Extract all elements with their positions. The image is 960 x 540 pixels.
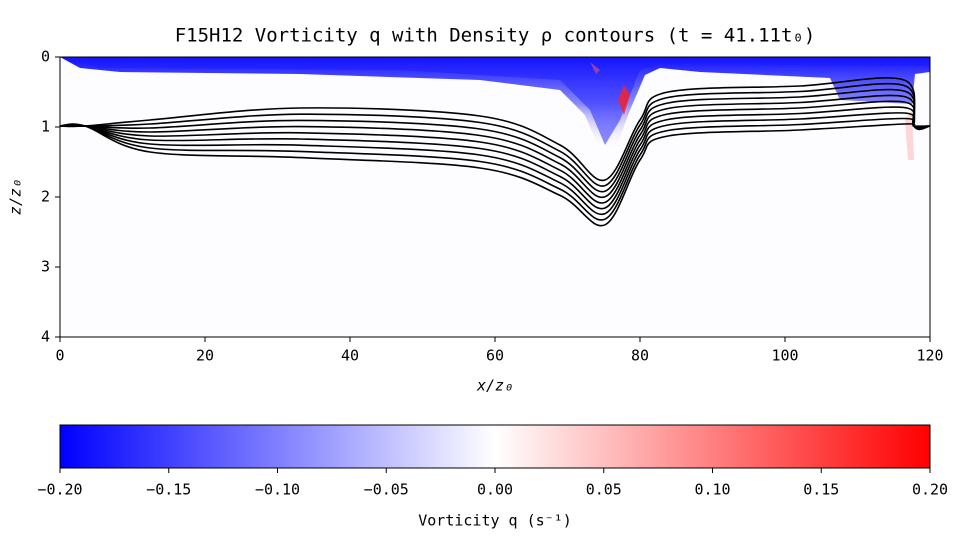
y-tick-label: 3	[41, 258, 50, 276]
y-axis-label: z/z₀	[7, 179, 25, 215]
contour-line	[60, 123, 930, 227]
contour-line	[60, 106, 930, 210]
field	[60, 57, 930, 337]
chart-title: F15H12 Vorticity q with Density ρ contou…	[175, 25, 816, 47]
contour-line	[60, 94, 930, 199]
x-tick-label: 60	[486, 347, 504, 365]
x-tick-label: 0	[55, 347, 64, 365]
colorbar-tick-label: −0.20	[37, 481, 82, 499]
x-tick-label: 40	[341, 347, 359, 365]
x-tick-label: 100	[771, 347, 798, 365]
contour-line	[60, 77, 930, 182]
colorbar-tick-label: 0.20	[912, 481, 948, 499]
y-tick-label: 2	[41, 188, 50, 206]
colorbar-tick-label: 0.15	[803, 481, 839, 499]
colorbar	[59, 424, 931, 469]
contour-line	[60, 117, 930, 221]
colorbar-tick-label: 0.05	[586, 481, 622, 499]
y-tick-label: 0	[41, 48, 50, 66]
contour-line	[60, 112, 930, 216]
colorbar-label: Vorticity q (s⁻¹)	[418, 512, 572, 530]
y-tick-label: 1	[41, 118, 50, 136]
colorbar-tick-label: 0.00	[477, 481, 513, 499]
contour-line	[60, 88, 930, 193]
colorbar-tick-label: −0.05	[364, 481, 409, 499]
colorbar-tick-label: −0.10	[255, 481, 300, 499]
colorbar-tick-label: 0.10	[694, 481, 730, 499]
x-axis-label: x/z₀	[476, 377, 513, 395]
x-tick-label: 120	[916, 347, 943, 365]
contour-line	[60, 100, 930, 204]
colorbar-tick-label: −0.15	[146, 481, 191, 499]
y-tick-label: 4	[41, 328, 50, 346]
contour-line	[60, 82, 930, 187]
x-tick-label: 20	[196, 347, 214, 365]
x-tick-label: 80	[631, 347, 649, 365]
